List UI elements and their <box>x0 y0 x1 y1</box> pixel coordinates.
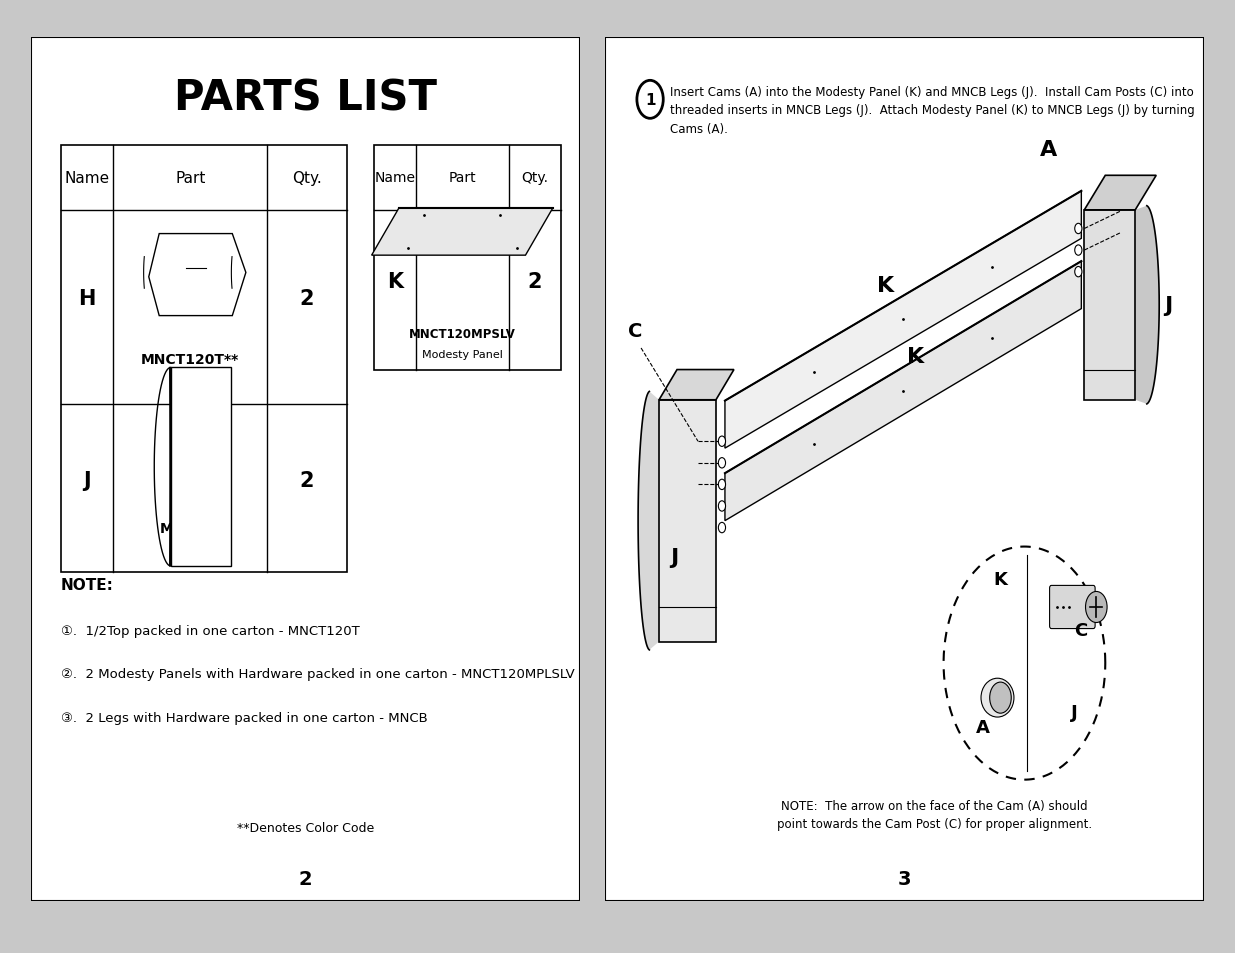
Text: Leg: Leg <box>179 543 201 556</box>
Text: Name: Name <box>374 172 415 185</box>
Polygon shape <box>659 370 734 400</box>
Text: Insert Cams (A) into the Modesty Panel (K) and MNCB Legs (J).  Install Cam Posts: Insert Cams (A) into the Modesty Panel (… <box>669 86 1194 135</box>
Polygon shape <box>148 234 246 316</box>
Circle shape <box>719 458 725 469</box>
Text: MNCT120MPSLV: MNCT120MPSLV <box>409 328 516 340</box>
Text: 2: 2 <box>299 869 312 888</box>
Text: Modesty Panel: Modesty Panel <box>422 350 503 359</box>
Polygon shape <box>638 392 659 650</box>
Text: K: K <box>906 347 924 367</box>
Text: J: J <box>84 470 91 490</box>
Text: Name: Name <box>64 171 110 186</box>
Circle shape <box>637 81 663 119</box>
Text: ③.  2 Legs with Hardware packed in one carton - MNCB: ③. 2 Legs with Hardware packed in one ca… <box>61 711 427 724</box>
Circle shape <box>1086 592 1107 623</box>
Text: 2: 2 <box>300 289 314 309</box>
Circle shape <box>719 523 725 533</box>
FancyBboxPatch shape <box>1050 586 1095 629</box>
Text: Qty.: Qty. <box>521 172 548 185</box>
Text: 2: 2 <box>527 272 542 292</box>
Polygon shape <box>1135 207 1160 404</box>
Circle shape <box>1074 267 1082 277</box>
Circle shape <box>989 682 1011 714</box>
Text: Part: Part <box>175 171 205 186</box>
Polygon shape <box>725 192 1082 449</box>
Bar <box>61 146 347 573</box>
Text: C: C <box>1074 621 1088 639</box>
Polygon shape <box>372 209 553 256</box>
Text: K: K <box>877 275 894 295</box>
Text: **Denotes Color Code: **Denotes Color Code <box>237 821 374 834</box>
Text: C: C <box>627 322 642 341</box>
Text: NOTE:  The arrow on the face of the Cam (A) should
point towards the Cam Post (C: NOTE: The arrow on the face of the Cam (… <box>777 799 1092 830</box>
Text: Part: Part <box>448 172 477 185</box>
Text: ①.  1/2Top packed in one carton - MNCT120T: ①. 1/2Top packed in one carton - MNCT120… <box>61 624 359 638</box>
Text: MNCT120T**: MNCT120T** <box>141 353 240 367</box>
Text: J: J <box>669 547 678 567</box>
Text: A: A <box>976 719 989 737</box>
Circle shape <box>719 479 725 490</box>
Text: A: A <box>1040 140 1057 160</box>
Text: NOTE:: NOTE: <box>61 578 114 592</box>
Text: H: H <box>79 289 96 309</box>
Text: 1: 1 <box>645 92 656 108</box>
Text: MNCB**: MNCB** <box>161 521 221 535</box>
Circle shape <box>719 436 725 447</box>
Text: Top: Top <box>179 375 201 388</box>
Text: K: K <box>993 571 1008 589</box>
Polygon shape <box>1084 176 1156 211</box>
Polygon shape <box>1084 211 1135 400</box>
Circle shape <box>719 501 725 512</box>
Text: PARTS LIST: PARTS LIST <box>174 77 437 119</box>
Circle shape <box>1074 246 1082 256</box>
Text: ②.  2 Modesty Panels with Hardware packed in one carton - MNCT120MPLSLV: ②. 2 Modesty Panels with Hardware packed… <box>61 668 574 680</box>
Polygon shape <box>170 368 231 566</box>
Text: K: K <box>387 272 403 292</box>
Text: 2: 2 <box>300 470 314 490</box>
Circle shape <box>1074 224 1082 234</box>
Polygon shape <box>725 262 1082 521</box>
Text: J: J <box>1165 295 1172 315</box>
Ellipse shape <box>981 679 1014 718</box>
Bar <box>374 146 561 370</box>
Polygon shape <box>659 400 716 642</box>
Text: 3: 3 <box>898 869 911 888</box>
Text: Qty.: Qty. <box>293 171 322 186</box>
Text: J: J <box>1071 703 1078 721</box>
